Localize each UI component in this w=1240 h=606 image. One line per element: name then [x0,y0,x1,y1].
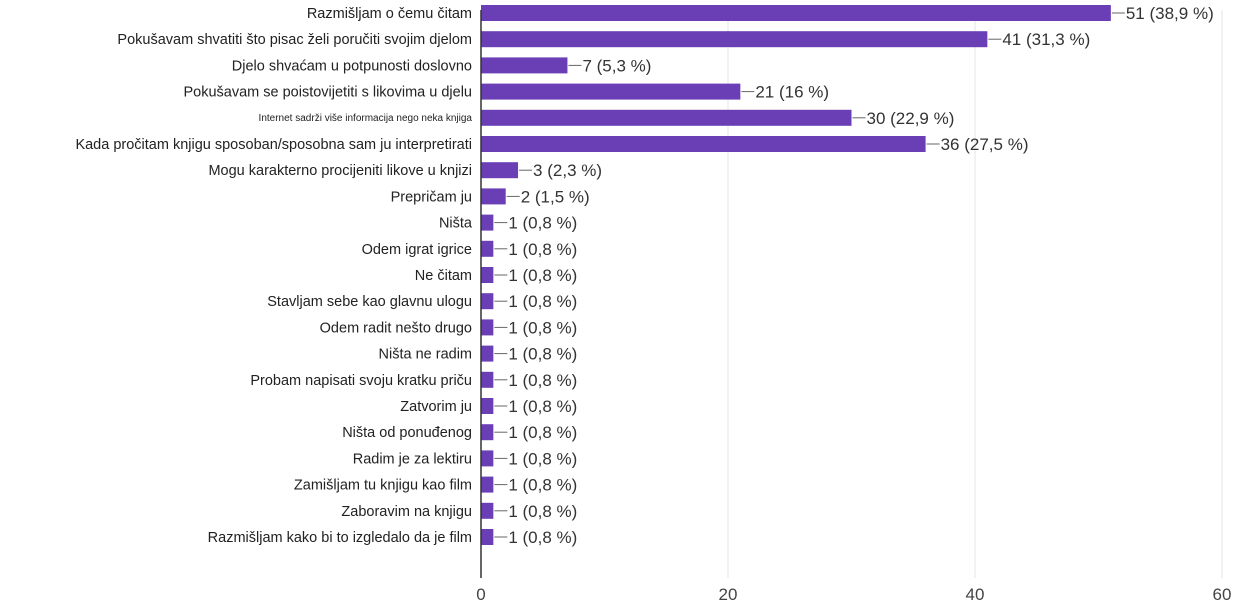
bar [481,188,506,205]
bar [481,57,568,74]
category-label: Pokušavam se poistovijetiti s likovima u… [183,85,472,101]
bar [481,529,494,545]
value-label: 1 (0,8 %) [508,345,577,364]
category-label: Mogu karakterno procijeniti likove u knj… [208,163,472,179]
category-label: Ništa [439,216,473,232]
category-label: Probam napisati svoju kratku priču [250,373,472,389]
value-label: 1 (0,8 %) [508,292,577,311]
category-label: Zatvorim ju [400,399,472,415]
bar [481,162,519,179]
bar [481,5,1111,21]
category-label: Pokušavam shvatiti što pisac želi poruči… [117,32,472,48]
value-label: 1 (0,8 %) [508,318,577,337]
x-tick-labels: 0 20 40 60 [476,585,1231,604]
bar [481,240,494,257]
bar [481,345,494,362]
bar [481,502,494,519]
category-label: Internet sadrži više informacija nego ne… [259,113,473,124]
value-label: 1 (0,8 %) [508,266,577,285]
category-label: Odem radit nešto drugo [320,320,472,336]
x-tick-label: 40 [966,585,985,604]
category-label: Razmišljam kako bi to izgledalo da je fi… [208,530,472,546]
bar [481,424,494,441]
category-label: Radim je za lektiru [353,451,472,467]
category-label: Zaboravim na knjigu [341,504,472,520]
category-labels: Razmišljam o čemu čitam Pokušavam shvatit… [75,6,472,546]
x-tick-label: 60 [1213,585,1232,604]
x-tick-label: 20 [719,585,738,604]
value-label: 3 (2,3 %) [533,161,602,180]
value-label: 51 (38,9 %) [1126,4,1214,23]
category-label: Djelo shvaćam u potpunosti doslovno [232,58,472,74]
value-label: 1 (0,8 %) [508,423,577,442]
value-labels: 51 (38,9 %) 41 (31,3 %) 7 (5,3 %) 21 (16 %)… [494,4,1214,547]
category-label: Ne čitam [415,268,472,284]
value-label: 7 (5,3 %) [582,56,651,75]
bar [481,267,494,283]
value-label: 41 (31,3 %) [1002,30,1090,49]
value-label: 1 (0,8 %) [508,397,577,416]
category-label: Kada pročitam knjigu sposoban/sposobna s… [75,137,472,153]
bar [481,83,741,100]
bar [481,136,926,152]
bar [481,450,494,467]
value-label: 1 (0,8 %) [508,240,577,259]
value-label: 1 (0,8 %) [508,528,577,547]
value-label: 1 (0,8 %) [508,449,577,468]
category-label: Ništa od ponuđenog [342,425,472,441]
bar [481,293,494,310]
x-tick-label: 0 [476,585,485,604]
bar [481,31,988,48]
bar [481,214,494,231]
value-label: 36 (27,5 %) [941,135,1029,154]
category-label: Stavljam sebe kao glavnu ulogu [267,294,472,310]
category-label: Ništa ne radim [379,347,472,363]
value-label: 1 (0,8 %) [508,214,577,233]
value-label: 21 (16 %) [755,83,829,102]
value-label: 30 (22,9 %) [867,109,955,128]
bar [481,476,494,493]
value-label: 1 (0,8 %) [508,476,577,495]
bar [481,371,494,388]
value-label: 1 (0,8 %) [508,502,577,521]
bar [481,319,494,336]
category-label: Odem igrat igrice [362,242,472,258]
bars [481,5,1111,545]
value-label: 1 (0,8 %) [508,371,577,390]
category-label: Prepričam ju [391,189,472,205]
bar [481,109,852,126]
bar [481,398,494,414]
gridlines [727,10,1223,578]
category-label: Zamišljam tu knjigu kao film [294,478,472,494]
value-label: 2 (1,5 %) [521,187,590,206]
category-label: Razmišljam o čemu čitam [307,6,472,22]
